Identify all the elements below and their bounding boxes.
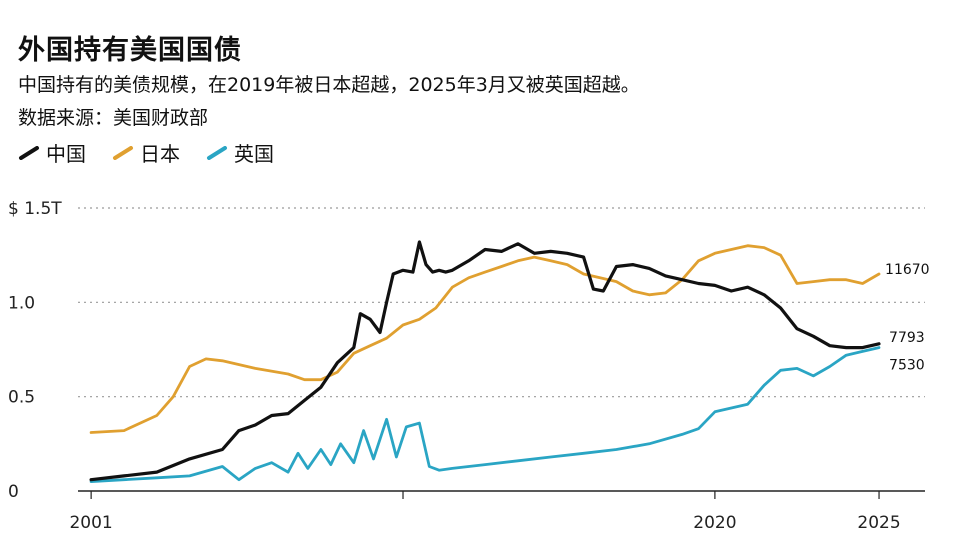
legend-swatch-japan [113, 145, 133, 160]
y-tick-label: 0 [8, 482, 19, 502]
legend-item-japan: 日本 [112, 138, 180, 167]
series-line-china [89, 240, 881, 482]
y-tick-label: 0.5 [8, 388, 35, 408]
y-tick-label: $ 1.5T [8, 199, 62, 219]
legend-label-china: 中国 [46, 142, 86, 166]
legend-swatch-china [19, 145, 39, 160]
data-source: 数据来源：美国财政部 [18, 107, 209, 129]
end-label-uk: 7530 [889, 358, 925, 374]
legend-label-uk: 英国 [234, 142, 274, 166]
series-line-japan [89, 244, 881, 434]
chart-title: 外国持有美国国债 [18, 35, 242, 66]
y-tick-label: 1.0 [8, 293, 35, 313]
end-label-japan: 11670 [885, 262, 930, 278]
series-line-uk [89, 346, 881, 483]
legend-item-uk: 英国 [206, 138, 274, 167]
x-tick-label: 2025 [857, 513, 900, 533]
legend-label-japan: 日本 [140, 142, 180, 166]
end-label-china: 7793 [889, 330, 925, 346]
legend-item-china: 中国 [18, 138, 86, 167]
x-tick-label: 2001 [69, 513, 112, 533]
chart-subtitle: 中国持有的美债规模，在2019年被日本超越，2025年3月又被英国超越。 [18, 74, 640, 96]
legend: 中国 日本 英国 [18, 138, 274, 167]
legend-swatch-uk [207, 145, 227, 160]
x-tick-label: 2020 [693, 513, 736, 533]
